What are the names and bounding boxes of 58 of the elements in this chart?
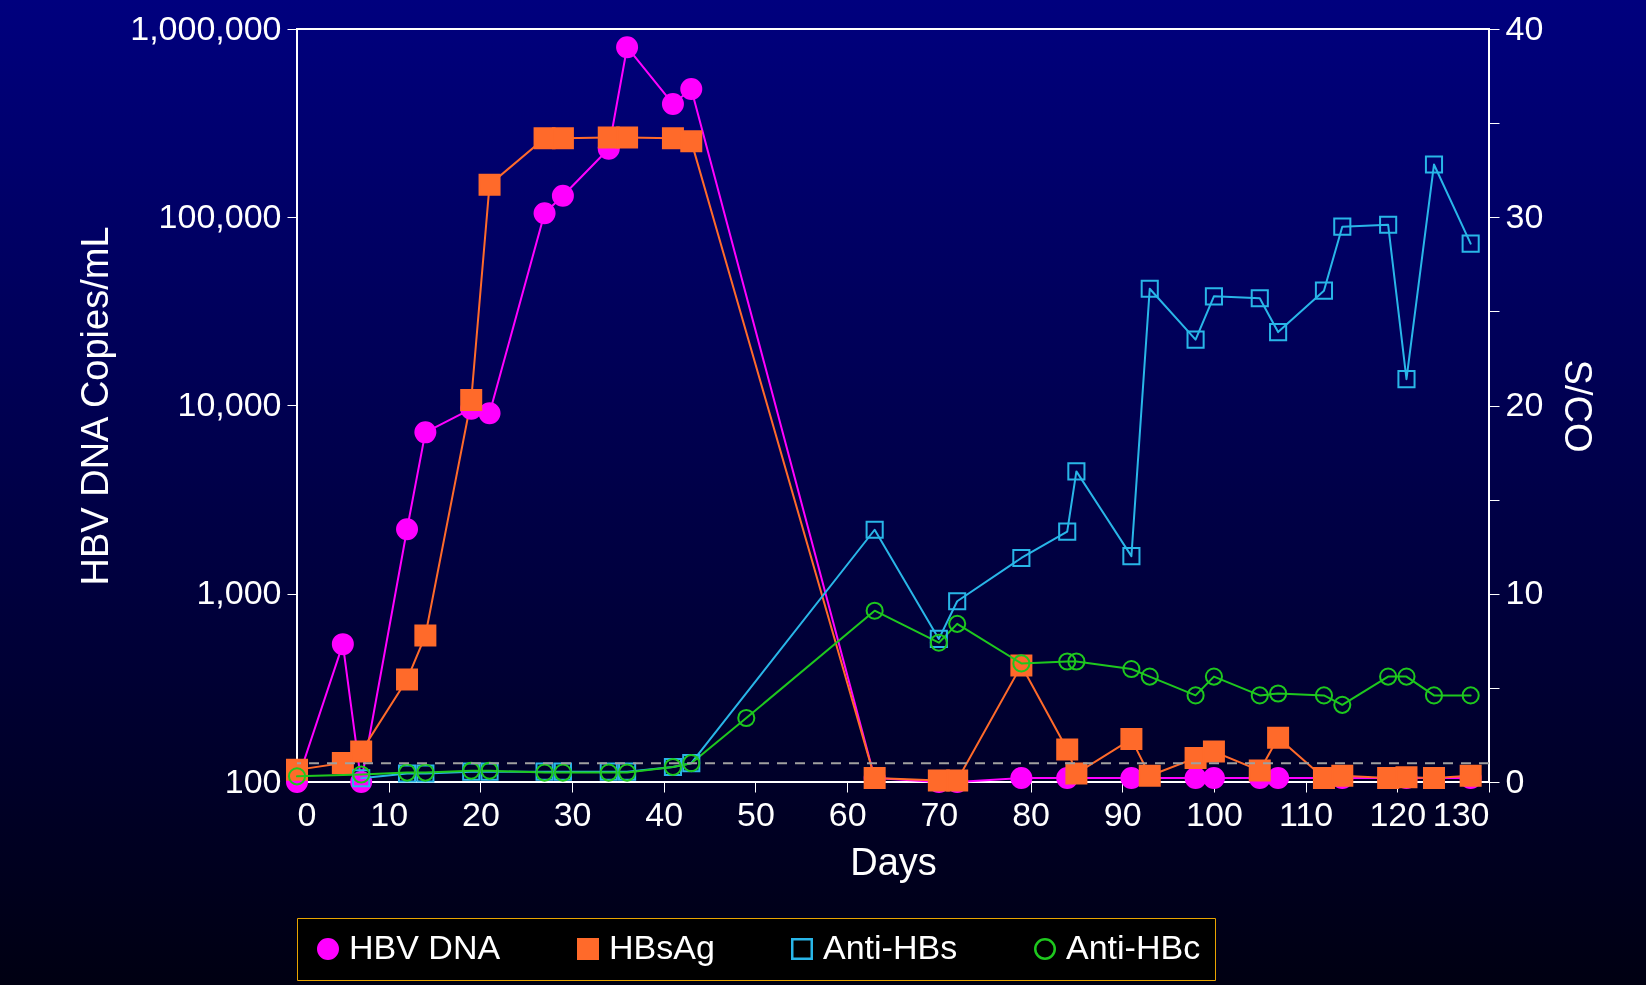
point	[331, 633, 354, 656]
legend-label: HBV DNA	[349, 928, 501, 966]
x-tick-label: 100	[1186, 794, 1243, 833]
y-tick-label: 1,000	[196, 573, 282, 612]
y2-tick-label: 30	[1505, 196, 1544, 235]
point	[414, 624, 437, 647]
x-tick-label: 50	[737, 794, 775, 833]
point	[478, 402, 501, 425]
x-tick-label: 40	[645, 794, 684, 833]
y-tick-label: 1,000,000	[130, 8, 282, 47]
x-tick-label: 110	[1279, 794, 1334, 833]
point	[1056, 738, 1079, 761]
x-axis-title: Days	[850, 840, 937, 883]
x-tick-label: 90	[1103, 794, 1142, 833]
x-tick-label: 130	[1432, 794, 1490, 833]
x-tick-label: 60	[828, 794, 867, 833]
x-tick-label: 10	[370, 794, 409, 833]
point	[533, 202, 556, 225]
point	[680, 130, 703, 153]
point	[551, 184, 574, 207]
x-tick-label: 70	[920, 794, 959, 833]
point	[1202, 767, 1225, 789]
point	[1065, 762, 1088, 785]
legend-label: HBsAg	[609, 928, 715, 966]
y2-tick-label: 0	[1505, 761, 1525, 800]
point	[1010, 767, 1033, 789]
x-tick-label: 80	[1012, 794, 1050, 833]
point	[1267, 726, 1290, 749]
point	[478, 173, 501, 196]
point	[414, 421, 437, 444]
point	[616, 36, 639, 59]
point	[1267, 767, 1290, 789]
legend-label: Anti-HBc	[1066, 928, 1201, 966]
point	[396, 668, 419, 691]
point	[350, 740, 373, 763]
point	[396, 518, 419, 541]
point	[1202, 740, 1225, 763]
point	[551, 127, 574, 150]
x-tick-label: 0	[297, 794, 317, 833]
y2-tick-label: 10	[1505, 573, 1544, 612]
point	[1138, 764, 1161, 787]
legend-label: Anti-HBs	[823, 928, 958, 966]
x-tick-label: 30	[553, 794, 592, 833]
point	[680, 78, 703, 100]
y-axis-title: HBV DNA Copies/mL	[74, 226, 117, 586]
y-tick-label: 100,000	[158, 196, 282, 235]
point	[460, 388, 483, 411]
y2-axis-title: S/CO	[1557, 359, 1600, 453]
y2-tick-label: 20	[1505, 385, 1544, 423]
y-tick-label: 100	[224, 761, 282, 800]
x-tick-label: 120	[1369, 794, 1427, 833]
y2-tick-label: 40	[1505, 8, 1544, 47]
x-tick-label: 20	[461, 794, 500, 833]
point	[616, 126, 639, 149]
point	[1120, 728, 1143, 751]
y-tick-label: 10,000	[177, 385, 282, 423]
point	[1248, 759, 1271, 782]
point	[661, 92, 684, 115]
